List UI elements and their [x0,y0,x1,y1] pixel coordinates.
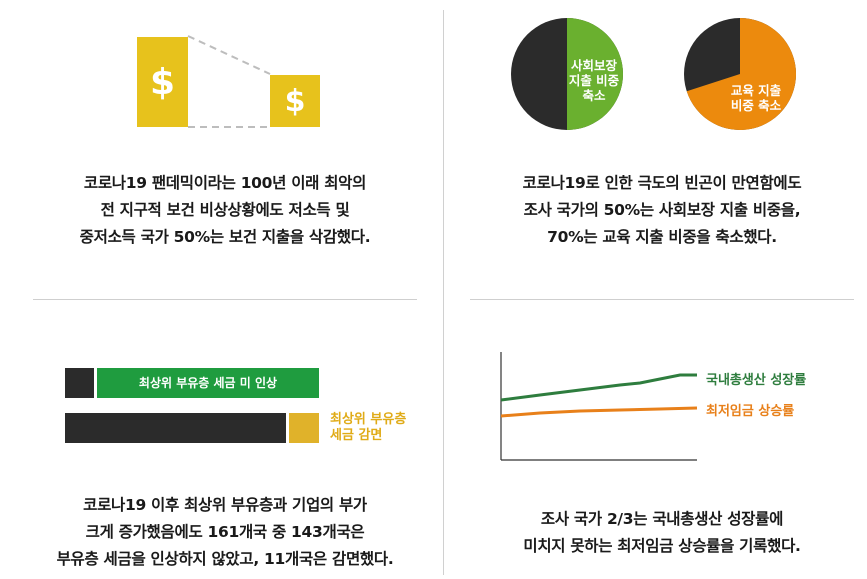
vertical-divider [443,10,444,575]
caption-line: 중저소득 국가 50%는 보건 지출을 삭감했다. [79,228,371,246]
pie-charts: 사회보장 지출 비중 축소 교육 지출 비중 축소 [511,18,797,130]
caption-wealth-tax: 코로나19 이후 최상위 부유층과 기업의 부가 크게 증가했음에도 161개국… [33,492,417,573]
pie1-label-line: 지출 비중 [569,73,620,88]
dollar-connector-lines [187,35,271,128]
dollar-sign-icon: $ [284,83,306,119]
green-bar-label: 최상위 부유층 세금 미 인상 [138,376,278,390]
yellow-label-line: 세금 감면 [330,428,383,443]
caption-line: 미치지 못하는 최저임금 상승률을 기록했다. [523,537,801,555]
caption-line: 코로나19로 인한 극도의 빈곤이 만연함에도 [522,174,802,192]
caption-line: 크게 증가했음에도 161개국 중 143개국은 [85,523,365,541]
legend-gdp-growth: 국내총생산 성장률 [706,373,807,388]
caption-social-education: 코로나19로 인한 극도의 빈곤이 만연함에도 조사 국가의 50%는 사회보장… [470,170,854,251]
caption-line: 전 지구적 보건 비상상황에도 저소득 및 [100,201,350,219]
bar-top-green [97,368,319,398]
caption-line: 조사 국가의 50%는 사회보장 지출 비중을, [523,201,801,219]
pie1-label-line: 사회보장 [571,58,618,73]
horizontal-divider-right [470,299,854,300]
caption-health-spending: 코로나19 팬데믹이라는 100년 이래 최악의 전 지구적 보건 비상상황에도… [33,170,417,251]
caption-line: 부유층 세금을 인상하지 않았고, 11개국은 감면했다. [56,550,394,568]
bar-top-dark [65,368,94,398]
yellow-bar-label: 최상위 부유층 세금 감면 [330,412,406,444]
caption-line: 조사 국가 2/3는 국내총생산 성장률에 [540,510,784,528]
bar-bottom-yellow [289,413,319,443]
horizontal-divider-left [33,299,417,300]
gdp-growth-line [500,373,697,402]
dollar-bill-large: $ [137,37,188,127]
pie1-green-slice [567,18,623,130]
min-wage-line [500,406,698,418]
dollar-bill-small: $ [270,75,320,127]
legend-min-wage: 최저임금 상승률 [706,404,795,419]
caption-line: 코로나19 팬데믹이라는 100년 이래 최악의 [83,174,367,192]
caption-line: 코로나19 이후 최상위 부유층과 기업의 부가 [83,496,367,514]
yellow-label-line: 최상위 부유층 [330,412,407,427]
caption-wage-growth: 조사 국가 2/3는 국내총생산 성장률에 미치지 못하는 최저임금 상승률을 … [470,506,854,560]
caption-line: 70%는 교육 지출 비중을 축소했다. [547,228,777,246]
pie1-label-line: 축소 [582,88,606,103]
bar-bottom-dark [65,413,286,443]
pie2-label-line: 교육 지출 [731,83,782,98]
pie2-label-line: 비중 축소 [731,98,782,113]
pie2-orange-slice [686,18,797,130]
line-chart [500,352,698,461]
dollar-sign-icon: $ [149,61,176,103]
